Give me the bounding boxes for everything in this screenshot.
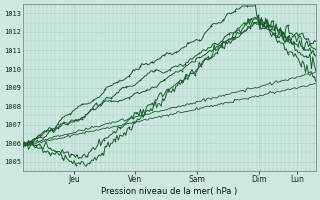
X-axis label: Pression niveau de la mer( hPa ): Pression niveau de la mer( hPa ) xyxy=(101,187,237,196)
